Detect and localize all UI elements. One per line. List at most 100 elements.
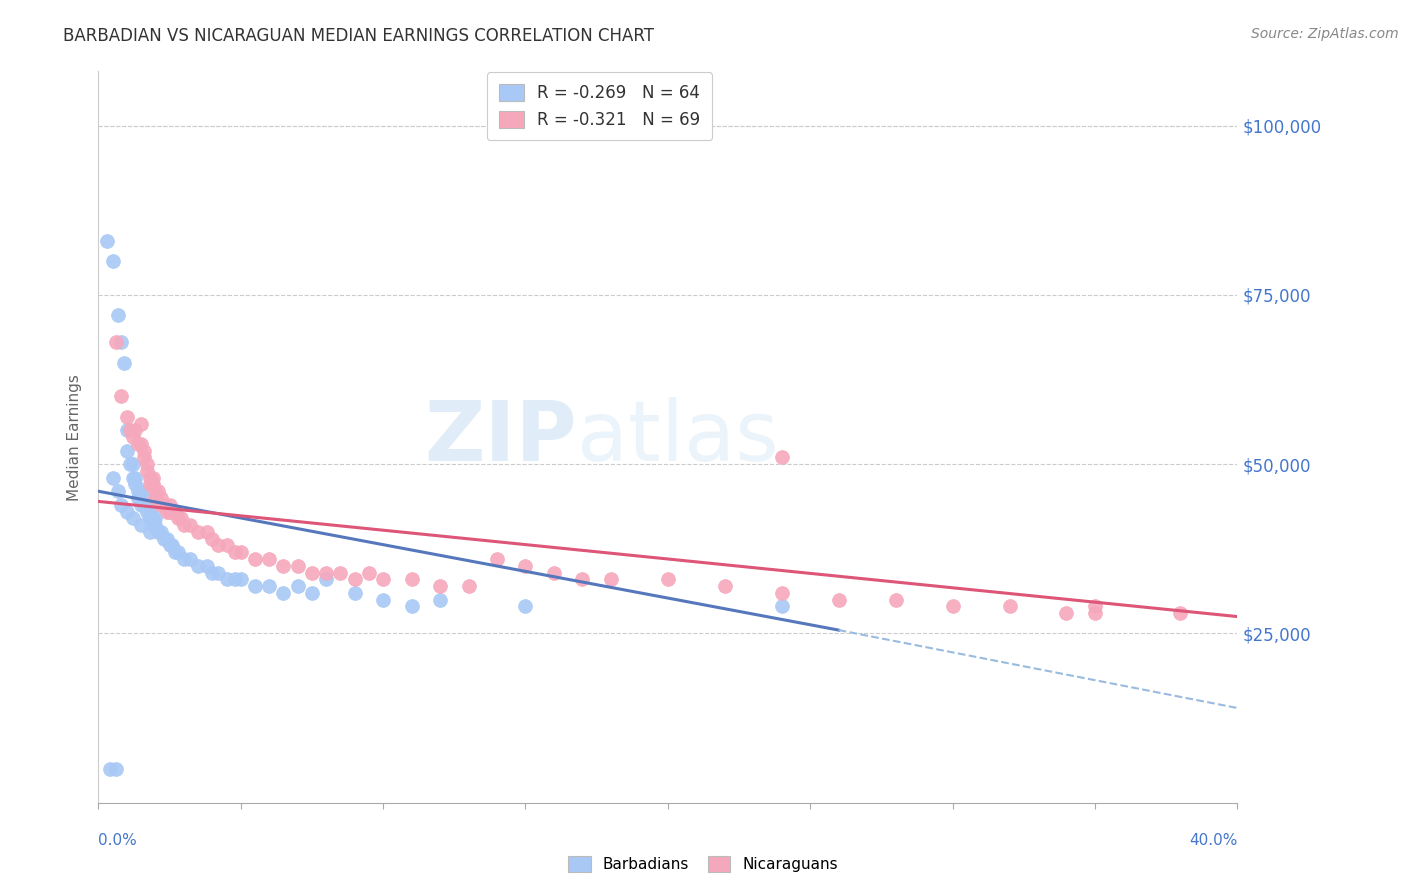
Point [162, 538, 184, 552]
Point [107, 308, 129, 322]
Point [138, 524, 160, 539]
Point [141, 477, 163, 491]
Point [543, 566, 565, 580]
Point [229, 572, 252, 586]
Point [150, 491, 173, 505]
Point [884, 592, 907, 607]
Text: 40.0%: 40.0% [1189, 833, 1237, 848]
Point [187, 524, 209, 539]
Point [429, 592, 451, 607]
Point [373, 592, 395, 607]
Point [156, 505, 179, 519]
Point [138, 477, 160, 491]
Point [224, 545, 246, 559]
Point [153, 498, 176, 512]
Point [162, 505, 184, 519]
Point [121, 511, 143, 525]
Point [515, 599, 537, 614]
Point [429, 579, 451, 593]
Point [229, 545, 252, 559]
Point [141, 518, 163, 533]
Point [101, 254, 124, 268]
Point [301, 566, 323, 580]
Point [148, 484, 170, 499]
Point [373, 572, 395, 586]
Point [170, 511, 193, 525]
Point [138, 505, 160, 519]
Point [141, 471, 163, 485]
Point [124, 423, 146, 437]
Point [159, 538, 181, 552]
Point [187, 558, 209, 573]
Point [287, 579, 309, 593]
Point [132, 491, 155, 505]
Point [121, 457, 143, 471]
Point [129, 417, 152, 431]
Point [127, 491, 149, 505]
Point [129, 518, 152, 533]
Point [145, 511, 167, 525]
Point [195, 558, 218, 573]
Text: 0.0%: 0.0% [98, 833, 138, 848]
Point [127, 437, 149, 451]
Point [165, 505, 187, 519]
Point [571, 572, 593, 586]
Point [156, 532, 179, 546]
Point [104, 335, 127, 350]
Point [179, 518, 201, 533]
Point [357, 566, 380, 580]
Text: Source: ZipAtlas.com: Source: ZipAtlas.com [1251, 27, 1399, 41]
Point [1084, 606, 1107, 620]
Point [98, 762, 121, 776]
Point [110, 335, 132, 350]
Point [129, 484, 152, 499]
Point [145, 518, 167, 533]
Point [259, 552, 281, 566]
Point [215, 538, 238, 552]
Point [273, 586, 295, 600]
Point [998, 599, 1021, 614]
Point [129, 498, 152, 512]
Point [148, 524, 170, 539]
Point [1056, 606, 1078, 620]
Text: ZIP: ZIP [425, 397, 576, 477]
Point [224, 572, 246, 586]
Point [600, 572, 623, 586]
Point [96, 234, 118, 248]
Point [401, 599, 423, 614]
Legend: Barbadians, Nicaraguans: Barbadians, Nicaraguans [560, 848, 846, 880]
Point [1170, 606, 1192, 620]
Point [124, 471, 146, 485]
Point [515, 558, 537, 573]
Point [195, 524, 218, 539]
Legend: R = -0.269   N = 64, R = -0.321   N = 69: R = -0.269 N = 64, R = -0.321 N = 69 [486, 72, 711, 140]
Point [127, 484, 149, 499]
Point [315, 572, 337, 586]
Point [135, 505, 157, 519]
Point [207, 566, 229, 580]
Point [215, 572, 238, 586]
Point [115, 505, 138, 519]
Point [135, 457, 157, 471]
Point [942, 599, 965, 614]
Point [273, 558, 295, 573]
Point [118, 457, 141, 471]
Point [343, 586, 366, 600]
Point [329, 566, 352, 580]
Point [657, 572, 679, 586]
Point [165, 545, 187, 559]
Point [457, 579, 479, 593]
Point [118, 423, 141, 437]
Point [486, 552, 509, 566]
Point [104, 762, 127, 776]
Point [828, 592, 851, 607]
Point [167, 545, 190, 559]
Point [401, 572, 423, 586]
Point [153, 532, 176, 546]
Point [770, 586, 793, 600]
Point [259, 579, 281, 593]
Point [287, 558, 309, 573]
Point [159, 498, 181, 512]
Point [107, 484, 129, 499]
Y-axis label: Median Earnings: Median Earnings [67, 374, 83, 500]
